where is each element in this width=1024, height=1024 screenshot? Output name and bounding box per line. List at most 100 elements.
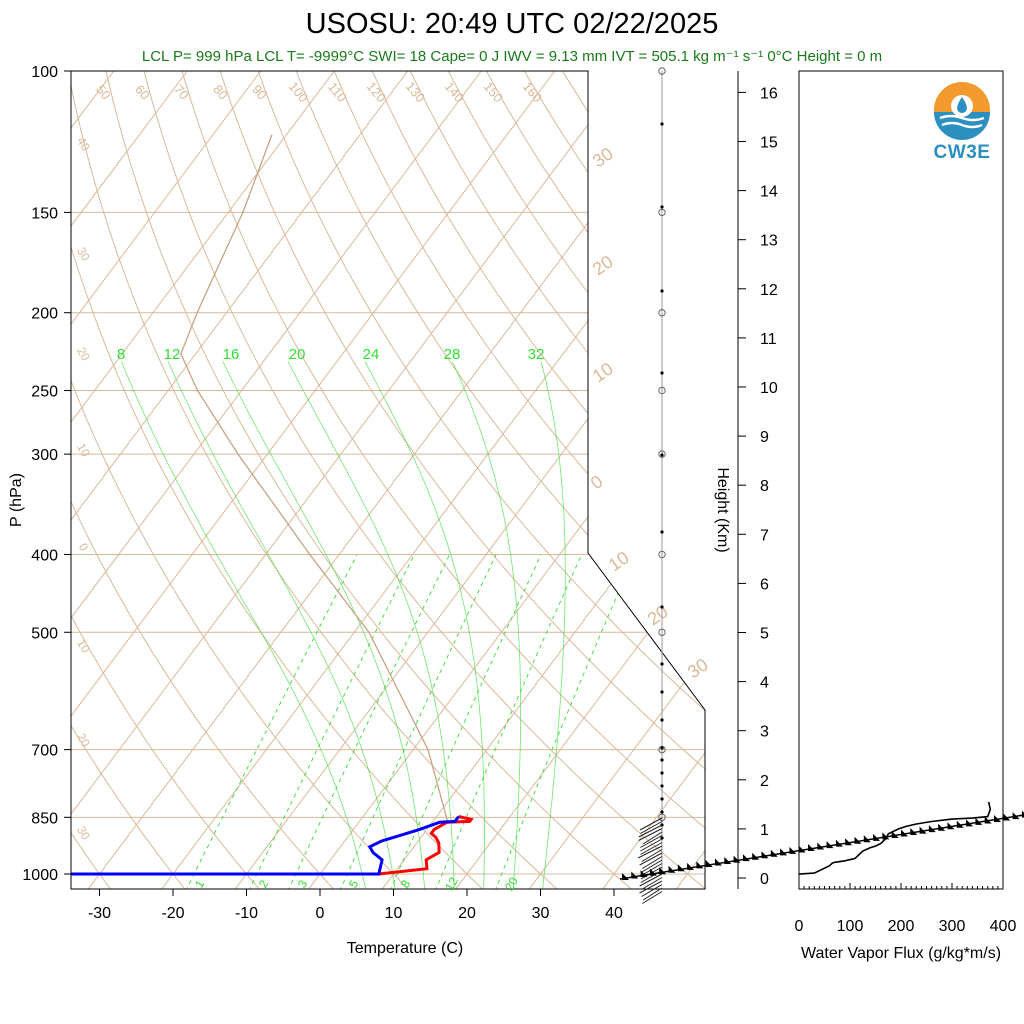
mixing-ratio-line (340, 555, 496, 892)
wind-point (660, 205, 663, 208)
height-tick-label: 0 (760, 871, 769, 888)
x-tick-label: 0 (316, 905, 325, 922)
moist-adiabat-label: 32 (528, 346, 545, 363)
mixing-ratio-label: 3 (295, 877, 311, 890)
wind-point (660, 758, 663, 761)
height-tick-label: 9 (760, 429, 769, 446)
y-tick-label: 500 (31, 625, 58, 642)
isotherm-label: 40 (74, 135, 93, 154)
flux-profile-line (799, 802, 990, 874)
height-tick-label: 3 (760, 724, 769, 741)
dry-adiabat-line (0, 71, 186, 891)
right-isotherm-label: 20 (644, 601, 672, 629)
dry-adiabat-line (372, 71, 1024, 891)
flux-arrow (762, 851, 769, 858)
isotherm-line (454, 71, 1024, 891)
isotherm-label: 30 (74, 245, 93, 264)
moist-adiabat-line (541, 362, 565, 892)
height-tick-label: 8 (760, 478, 769, 495)
y-tick-label: 400 (31, 547, 58, 564)
dry-adiabat-label: 130 (403, 79, 428, 105)
dry-adiabat-line (334, 71, 1024, 891)
isotherm-line (0, 71, 481, 891)
isotherm-line (87, 71, 702, 891)
right-isotherm-label: 30 (684, 654, 712, 682)
isotherm-line (381, 71, 996, 891)
height-tick-label: 6 (760, 576, 769, 593)
wind-barb (639, 825, 662, 837)
wind-point (660, 771, 663, 774)
isotherm-line (160, 71, 775, 891)
right-isotherm-label: 10 (589, 358, 617, 386)
height-tick-label: 4 (760, 675, 769, 692)
dry-adiabat-label: 70 (171, 82, 192, 103)
y-tick-label: 850 (31, 810, 58, 827)
dry-adiabat-label: 80 (210, 82, 231, 103)
dry-adiabat-label: 60 (132, 82, 153, 103)
dry-adiabat-line (0, 71, 410, 891)
skewt-frame (71, 71, 705, 889)
x-tick-label: -10 (235, 905, 258, 922)
dry-adiabat-line (106, 71, 634, 891)
y-tick-label: 1000 (22, 867, 58, 884)
moist-adiabat-line (452, 362, 520, 892)
height-axis: 012345678910111213141516Height (Km) (714, 71, 778, 889)
mixing-ratio-label: 1 (192, 877, 208, 890)
dry-adiabat-label: 150 (481, 79, 506, 105)
wind-point (660, 530, 663, 533)
right-isotherm-label: 30 (589, 143, 617, 171)
isotherm-label: 10 (74, 441, 93, 460)
y-tick-label: 700 (31, 743, 58, 760)
mixing-ratio-label: 20 (502, 874, 521, 893)
isotherm-line (748, 71, 1024, 891)
height-tick-label: 11 (760, 331, 777, 348)
height-tick-label: 2 (760, 773, 769, 790)
moist-adiabat-label: 12 (164, 346, 181, 363)
dry-adiabat-line (563, 71, 1024, 891)
height-tick-label: 7 (760, 527, 769, 544)
wind-barb (640, 836, 662, 848)
flux-x-tick-label: 300 (939, 918, 966, 935)
flux-x-tick-label: 100 (837, 918, 864, 935)
x-axis-label: Temperature (C) (347, 940, 463, 957)
mixing-ratio-label: 12 (442, 874, 461, 893)
dry-adiabat-label: 100 (286, 79, 311, 105)
isotherm-line (307, 71, 922, 891)
isotherm-label: 20 (74, 345, 93, 364)
wind-barb (640, 818, 662, 830)
flux-arrow (780, 848, 787, 855)
skewt-traces (71, 135, 471, 874)
moist-adiabat-line (288, 362, 454, 892)
dry-adiabat-line (296, 71, 1006, 891)
y-axis-label: P (hPa) (8, 473, 25, 527)
right-isotherm-label: 20 (589, 251, 617, 279)
isotherm-line (0, 71, 555, 891)
wind-point (660, 784, 663, 787)
dry-adiabat-line (182, 71, 783, 891)
wind-point (660, 718, 663, 721)
mixing-ratio-line (390, 555, 541, 892)
x-tick-label: -30 (88, 905, 111, 922)
wind-point (660, 797, 663, 800)
height-tick-label: 16 (760, 85, 778, 102)
wind-point (660, 746, 663, 749)
isotherm-label: 10 (74, 637, 93, 656)
dry-adiabat-label: 50 (93, 82, 114, 103)
isotherm-line (13, 71, 628, 891)
x-tick-label: 30 (532, 905, 550, 922)
y-tick-label: 300 (31, 447, 58, 464)
x-tick-label: 40 (605, 905, 623, 922)
moist-adiabat-label: 28 (444, 346, 461, 363)
mixing-ratio-line (435, 555, 581, 892)
wind-barb (640, 843, 662, 855)
flux-arrow (799, 845, 806, 852)
wind-point (660, 662, 663, 665)
dry-adiabat-line (144, 71, 708, 891)
y-tick-label: 150 (31, 205, 58, 222)
right-isotherm-label: 0 (587, 471, 607, 493)
wind-barb (642, 892, 662, 904)
height-tick-label: 10 (760, 380, 778, 397)
wind-point (660, 453, 663, 456)
mixing-ratio-line (288, 555, 450, 892)
dry-adiabat-line (639, 71, 1024, 891)
